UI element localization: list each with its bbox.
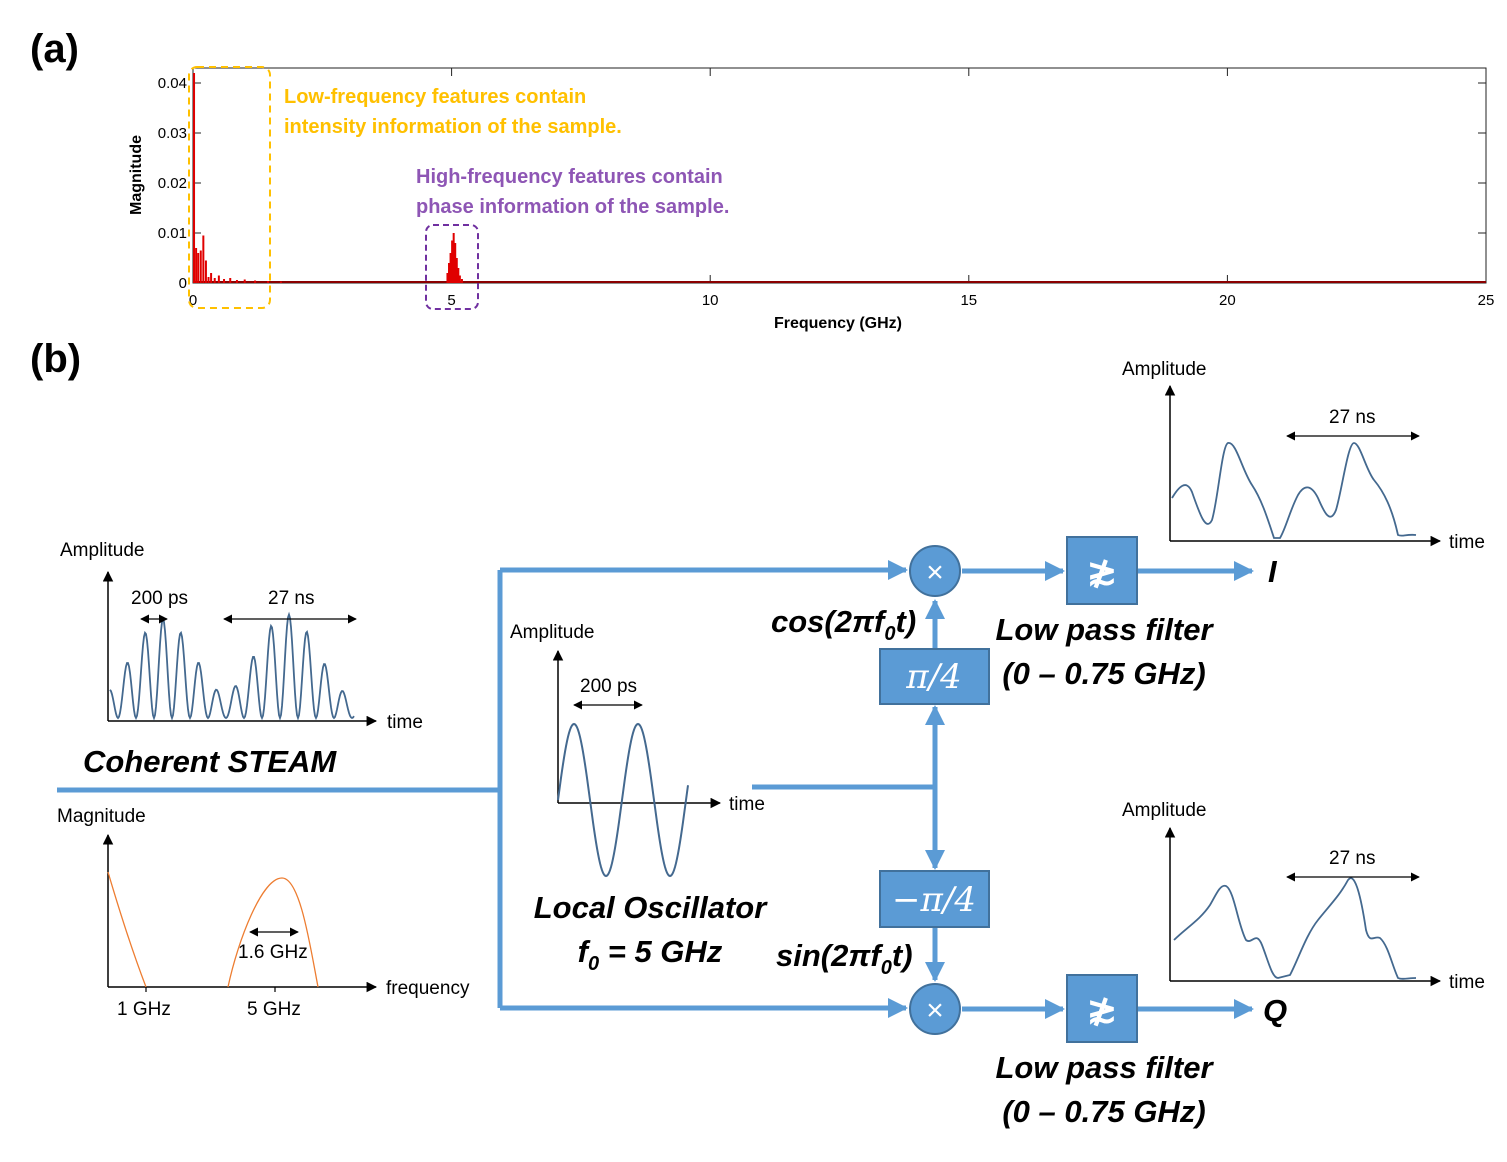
- low-frequency-note-line2: intensity information of the sample.: [284, 116, 622, 138]
- high-frequency-highlight: [425, 224, 479, 310]
- high-frequency-note-line2: phase information of the sample.: [416, 196, 729, 218]
- phase-plus-label: π/4: [905, 657, 961, 697]
- input-waveform: [109, 611, 355, 721]
- phase-minus-label: −π/4: [892, 880, 976, 920]
- span-label: 27 ns: [1329, 407, 1375, 428]
- cos-label: cos(2πf0t): [771, 604, 916, 645]
- local-oscillator-plot: Amplitude time 200 ps: [510, 622, 765, 878]
- y-tick-label: 0.02: [158, 175, 187, 192]
- x-tick-label: 20: [1219, 292, 1236, 309]
- x-axis-label: time: [729, 794, 765, 815]
- low-pass-filter-top: ≵: [1066, 536, 1138, 605]
- y-tick-label: 0.04: [158, 75, 187, 92]
- q-waveform: [1173, 877, 1417, 980]
- top-filter-title: Low pass filter: [995, 612, 1214, 647]
- y-axis-label: Magnitude: [57, 806, 146, 827]
- span-label: 27 ns: [1329, 848, 1375, 869]
- x-ticks: 0 5 10 15 20 25: [189, 68, 1495, 309]
- carrier-lobe: [227, 877, 319, 988]
- multiply-icon: ×: [926, 556, 944, 589]
- sin-label: sin(2πf0t): [776, 938, 913, 979]
- span-27ns-label: 27 ns: [268, 588, 314, 609]
- low-frequency-highlight: [188, 66, 271, 309]
- phase-shifter-minus: −π/4: [879, 870, 990, 928]
- filter-icon: ≵: [1087, 989, 1117, 1030]
- y-axis-title: Magnitude: [128, 135, 145, 215]
- period-label: 200 ps: [580, 676, 637, 697]
- low-pass-filter-bottom: ≵: [1066, 974, 1138, 1043]
- local-oscillator-title: Local Oscillator: [534, 890, 769, 925]
- y-ticks: 0 0.01 0.02 0.03 0.04: [158, 75, 1486, 292]
- y-axis-label: Amplitude: [1122, 359, 1207, 380]
- spectrum-series: [193, 73, 1486, 283]
- top-filter-band: (0 – 0.75 GHz): [1002, 656, 1205, 691]
- x-tick-label: 5: [447, 292, 455, 309]
- i-waveform: [1171, 442, 1417, 539]
- phase-shifter-plus: π/4: [879, 648, 990, 705]
- low-frequency-note-line1: Low-frequency features contain: [284, 86, 586, 108]
- x-tick-label: 15: [960, 292, 977, 309]
- y-axis-label: Amplitude: [60, 540, 145, 561]
- multiply-icon: ×: [926, 994, 944, 1027]
- x-tick-label: 0: [189, 292, 197, 309]
- input-spectrum-plot: Magnitude frequency 1.6 GHz 1 GHz 5 GHz: [57, 806, 470, 1020]
- y-axis-label: Amplitude: [510, 622, 595, 643]
- signal-paths: [57, 560, 1254, 1019]
- output-q-label: Q: [1263, 993, 1287, 1028]
- baseband-lobe: [107, 871, 147, 988]
- x-axis-label: frequency: [386, 978, 470, 999]
- x-tick-label: 25: [1478, 292, 1495, 309]
- y-tick-label: 0.01: [158, 225, 187, 242]
- output-q-plot: Amplitude time 27 ns: [1122, 800, 1485, 993]
- bottom-filter-band: (0 – 0.75 GHz): [1002, 1094, 1205, 1129]
- output-i-plot: Amplitude time 27 ns: [1122, 359, 1485, 553]
- lo-waveform: [557, 722, 689, 878]
- x-axis-title: Frequency (GHz): [774, 315, 902, 332]
- x-axis-label: time: [387, 712, 423, 733]
- tick-1ghz-label: 1 GHz: [117, 999, 171, 1020]
- output-i-label: I: [1268, 554, 1278, 589]
- high-frequency-note-line1: High-frequency features contain: [416, 166, 723, 188]
- tick-5ghz-label: 5 GHz: [247, 999, 301, 1020]
- x-axis-label: time: [1449, 532, 1485, 553]
- filter-icon: ≵: [1087, 551, 1117, 592]
- coherent-steam-label: Coherent STEAM: [83, 744, 337, 779]
- spectrum-chart: 0 5 10 15 20 25 0 0.01 0.02 0.03 0.04 Frequency (…: [128, 66, 1495, 332]
- bottom-mixer: ×: [909, 983, 961, 1035]
- x-axis-label: time: [1449, 972, 1485, 993]
- span-200ps-label: 200 ps: [131, 588, 188, 609]
- y-tick-label: 0: [179, 275, 187, 292]
- panel-a-label: (a): [30, 27, 79, 71]
- panel-b-label: (b): [30, 337, 81, 381]
- top-mixer: ×: [909, 545, 961, 597]
- y-tick-label: 0.03: [158, 125, 187, 142]
- bandwidth-label: 1.6 GHz: [238, 942, 308, 963]
- y-axis-label: Amplitude: [1122, 800, 1207, 821]
- local-oscillator-frequency: f0 = 5 GHz: [578, 934, 723, 975]
- input-time-plot: Amplitude time 200 ps 27 ns: [60, 540, 423, 733]
- x-tick-label: 10: [702, 292, 719, 309]
- bottom-filter-title: Low pass filter: [995, 1050, 1214, 1085]
